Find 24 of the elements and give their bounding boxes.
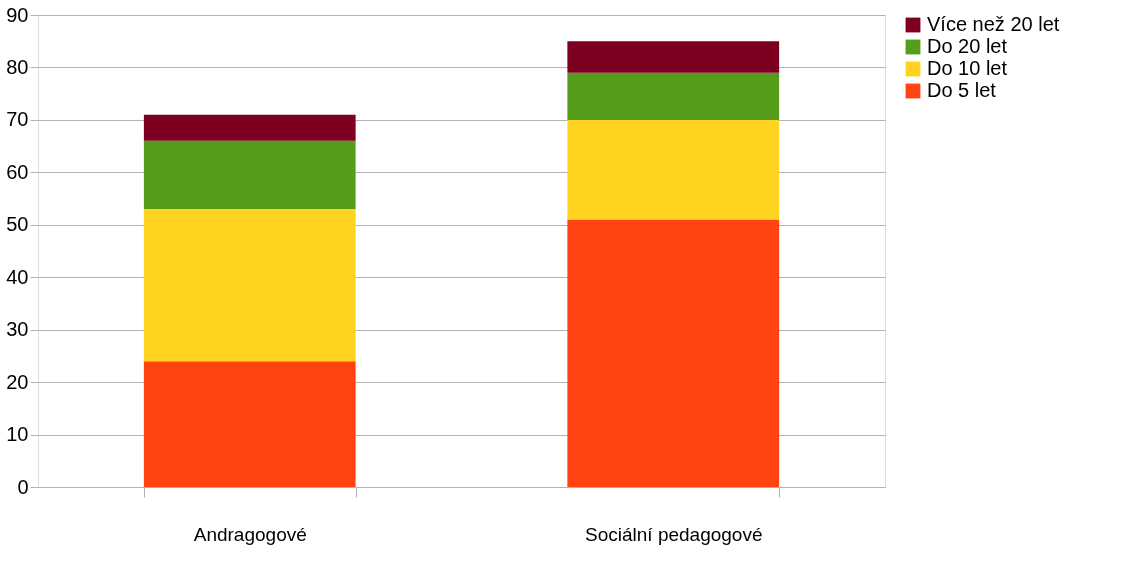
legend-label: Do 10 let [927,57,1008,79]
legend-label: Více než 20 let [927,13,1060,35]
bar [143,140,356,210]
legend-label: Do 5 let [927,79,997,101]
y-tick-label: 60 [6,160,29,183]
x-tick-label: Sociální pedagogové [585,523,763,545]
y-tick-label: 20 [6,370,29,393]
bar [567,72,780,120]
y-tick-label: 70 [6,108,29,131]
y-tick-label: 40 [6,265,29,288]
y-tick-label: 10 [6,423,29,446]
y-tick-label: 0 [17,475,29,498]
y-tick-label: 50 [6,213,29,236]
y-tick-label: 80 [6,55,29,78]
bar [143,209,356,362]
bar [567,219,780,487]
legend-label: Do 20 let [927,35,1008,57]
x-tick-label: Andragogové [193,523,307,545]
bar [567,119,780,220]
bar [143,361,356,487]
bar [143,114,356,141]
bar [567,41,780,73]
y-tick-label: 90 [6,3,29,26]
y-tick-label: 30 [6,318,29,341]
